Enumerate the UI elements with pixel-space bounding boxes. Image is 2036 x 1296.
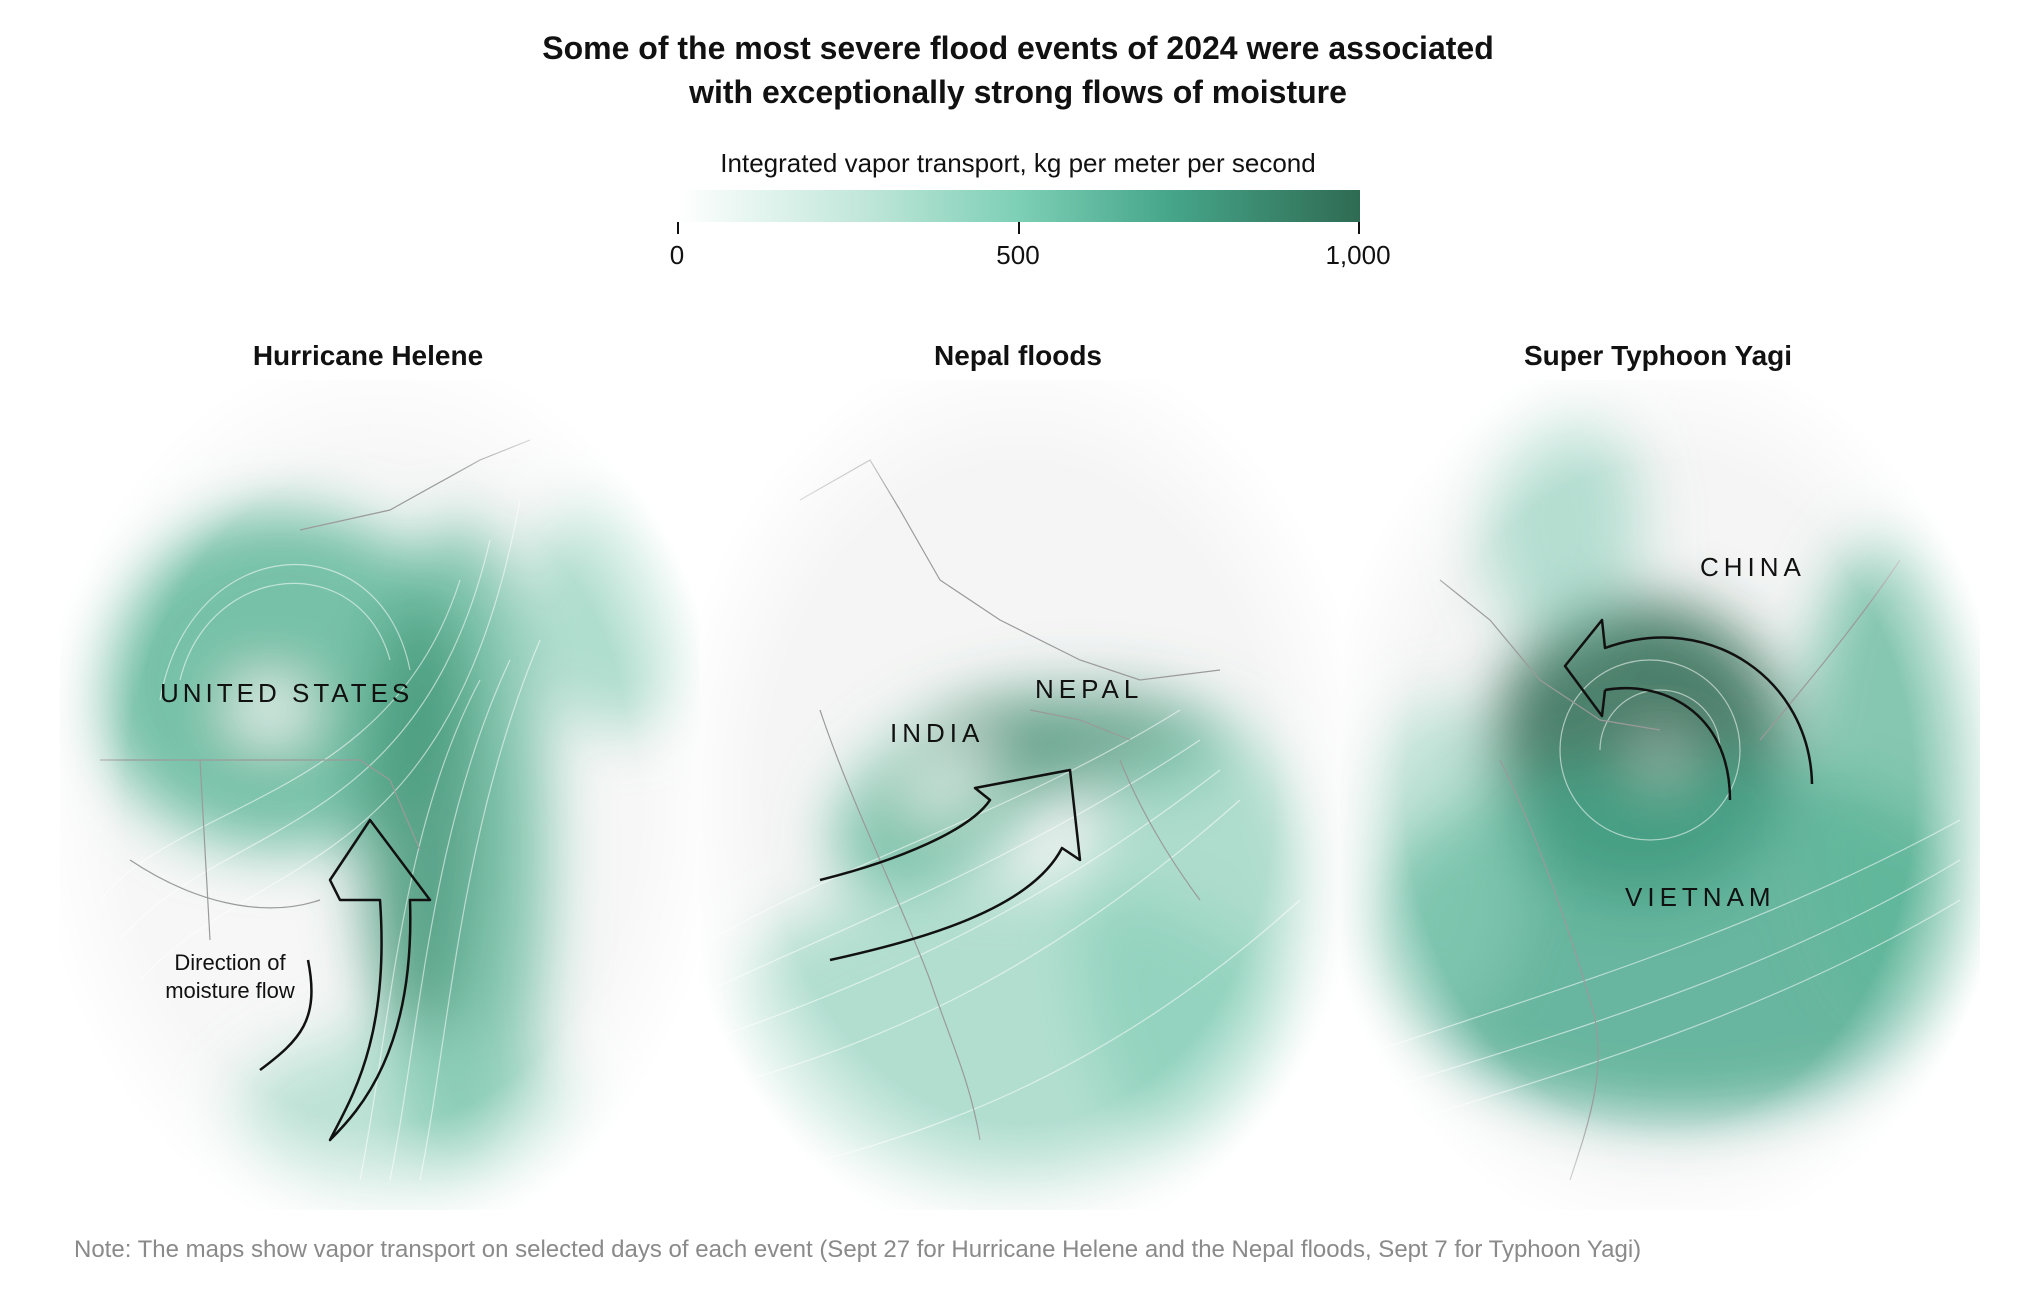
legend-tick-1000 [1358, 222, 1360, 234]
panel-title-hurricane-helene: Hurricane Helene [252, 340, 484, 371]
map-nepal-floods: INDIA NEPAL [700, 380, 1340, 1210]
panel-title-super-typhoon-yagi: Super Typhoon Yagi [1523, 340, 1793, 371]
direction-of-moisture-flow-arrow [819, 768, 1082, 962]
country-label-vietnam: VIETNAM [1625, 882, 1776, 912]
map-super-typhoon-yagi: CHINA VIETNAM [1340, 380, 1980, 1210]
map-hurricane-helene: UNITED STATES Direction of moisture flow [60, 380, 700, 1210]
legend-tick-0 [677, 222, 679, 234]
country-label-united-states: UNITED STATES [160, 678, 413, 708]
annotation-direction-line2: moisture flow [165, 978, 295, 1003]
country-label-india: INDIA [890, 718, 984, 748]
country-label-china: CHINA [1700, 552, 1806, 582]
legend-tick-label-500: 500 [996, 240, 1040, 270]
legend-tick-label-1000: 1,000 [1325, 240, 1391, 270]
direction-of-moisture-flow-arrow [1563, 618, 1814, 801]
legend-title: Integrated vapor transport, kg per meter… [720, 148, 1316, 178]
annotation-direction-line1: Direction of [174, 950, 286, 975]
legend-tick-500 [1018, 222, 1020, 234]
chart-title: Some of the most severe flood events of … [0, 26, 2036, 114]
legend-tick-label-0: 0 [669, 240, 685, 270]
title-line-1: Some of the most severe flood events of … [542, 30, 1494, 66]
panel-title-nepal-floods: Nepal floods [933, 340, 1103, 371]
title-line-2: with exceptionally strong flows of moist… [689, 74, 1347, 110]
direction-of-moisture-flow-arrow [259, 818, 432, 1142]
legend-color-bar [677, 190, 1360, 222]
country-label-nepal: NEPAL [1035, 674, 1143, 704]
footnote: Note: The maps show vapor transport on s… [74, 1236, 1642, 1263]
